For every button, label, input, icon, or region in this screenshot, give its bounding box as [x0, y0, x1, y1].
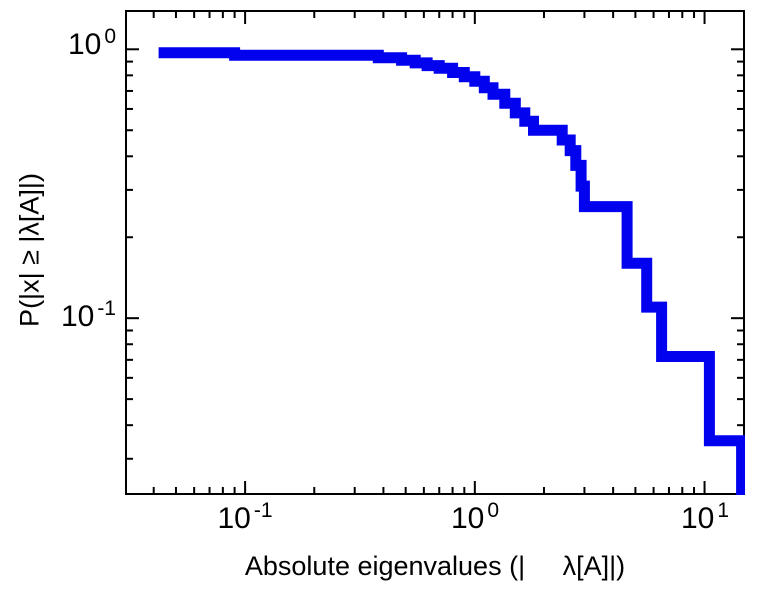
x-tick-base: 10	[450, 502, 485, 535]
x-tick-exponent: -1	[253, 499, 273, 522]
y-tick-label-1: 10 0	[0, 25, 116, 62]
y-tick-exponent: 0	[104, 25, 116, 48]
x-tick-exponent: 0	[487, 499, 500, 522]
y-tick-base: 10	[60, 300, 95, 333]
x-axis-label: Absolute eigenvalues (| λ[A]|)	[244, 551, 626, 581]
y-tick-label-0p1: 10 -1	[0, 297, 116, 334]
ccdf-step-line	[158, 47, 745, 495]
x-tick-base: 10	[680, 502, 715, 535]
plot-area	[125, 10, 745, 495]
y-tick-exponent: -1	[97, 297, 116, 320]
plot-frame	[125, 10, 745, 495]
x-tick-label-10: 10 1	[680, 499, 730, 536]
y-axis-label: P(|x| ≥ |λ[A]|)	[14, 173, 45, 327]
x-tick-label-1: 10 0	[450, 499, 500, 536]
x-tick-base: 10	[217, 502, 251, 535]
x-tick-label-0p1: 10 -1	[217, 499, 273, 536]
y-tick-base: 10	[67, 28, 102, 61]
x-tick-exponent: 1	[717, 499, 730, 522]
